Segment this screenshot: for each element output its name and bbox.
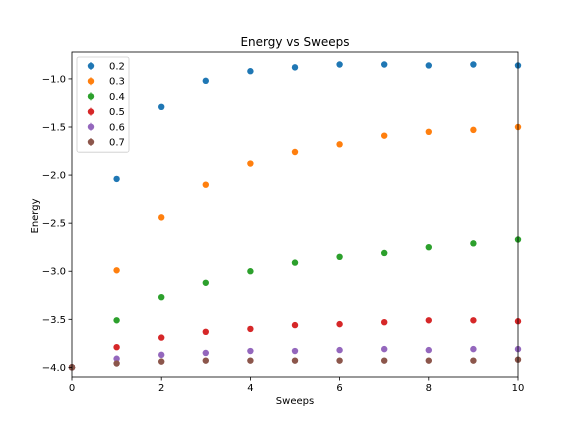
legend: 0.2 0.3 0.4 0.5 0.6 0.7: [76, 56, 130, 153]
data-point: [381, 345, 388, 353]
x-tick-label: 4: [247, 383, 253, 394]
data-point: [158, 103, 165, 111]
data-point: [470, 240, 477, 247]
x-tick-label: 8: [426, 383, 432, 394]
data-point: [202, 357, 209, 364]
data-point: [202, 279, 209, 286]
data-point: [425, 357, 432, 364]
y-tick-label: −4.0: [42, 363, 66, 374]
data-point: [113, 267, 120, 274]
data-point: [336, 141, 343, 148]
legend-label: 0.5: [109, 107, 125, 118]
data-point: [425, 62, 432, 69]
data-point: [425, 128, 432, 136]
data-point: [202, 328, 209, 336]
data-point: [291, 321, 299, 329]
legend-marker: [87, 123, 95, 130]
legend-marker: [87, 138, 95, 146]
y-tick-label: −3.5: [42, 315, 66, 326]
series-0.7: [68, 356, 522, 371]
data-point: [113, 175, 120, 183]
series-0.2: [68, 61, 522, 371]
data-point: [425, 317, 432, 324]
legend-marker: [87, 78, 95, 85]
legend-label: 0.7: [109, 138, 125, 149]
data-point: [158, 334, 165, 341]
data-point: [470, 317, 477, 324]
data-point: [381, 249, 388, 257]
data-point: [113, 360, 120, 367]
data-point: [291, 148, 299, 156]
data-point: [470, 345, 477, 353]
legend-marker: [87, 62, 95, 70]
data-point: [336, 346, 343, 354]
data-point: [291, 357, 299, 364]
data-point: [425, 346, 432, 354]
axes: 0 2 4 6 8 10 −4.0 −3.5 −3.0 −2.5 −2.0 −1.5 −1.0: [42, 51, 525, 394]
x-axis-label: Sweeps: [276, 396, 314, 407]
data-point: [247, 347, 254, 355]
data-point: [425, 243, 432, 251]
data-point: [291, 347, 299, 355]
x-tick-label: 0: [69, 383, 75, 394]
legend-label: 0.6: [109, 122, 125, 133]
x-tick-label: 10: [512, 383, 525, 394]
data-point: [381, 318, 388, 326]
legend-marker: [87, 108, 95, 115]
x-tick-label: 2: [158, 383, 164, 394]
data-point: [113, 355, 120, 362]
data-point: [113, 343, 120, 351]
x-tick-label: 6: [336, 383, 342, 394]
data-point: [470, 126, 477, 134]
data-point: [202, 181, 209, 188]
data-point: [247, 160, 254, 167]
data-point: [470, 357, 477, 364]
legend-label: 0.3: [109, 77, 125, 88]
data-point: [158, 351, 165, 359]
data-point: [158, 293, 165, 301]
data-point: [336, 61, 343, 68]
data-point: [336, 253, 343, 261]
data-point: [381, 61, 388, 68]
data-point: [247, 325, 254, 333]
y-tick-label: −1.0: [42, 74, 66, 85]
data-point: [247, 68, 254, 75]
data-point: [336, 357, 343, 364]
y-tick-label: −2.5: [42, 219, 66, 230]
legend-label: 0.4: [109, 92, 125, 103]
legend-marker: [87, 93, 95, 100]
data-point: [113, 317, 120, 324]
chart-title: Energy vs Sweeps: [240, 35, 349, 49]
y-tick-label: −3.0: [42, 267, 66, 278]
data-point: [291, 259, 299, 266]
data-point: [158, 358, 165, 365]
legend-label: 0.2: [109, 62, 125, 73]
series-0.3: [68, 123, 522, 371]
data-point: [202, 349, 209, 357]
data-point: [381, 357, 388, 364]
data-point: [158, 214, 165, 221]
plot-area: [68, 61, 522, 371]
data-point: [202, 77, 209, 85]
y-tick-label: −2.0: [42, 171, 66, 182]
data-point: [247, 268, 254, 275]
data-point: [381, 132, 388, 139]
data-point: [470, 61, 477, 68]
data-point: [247, 357, 254, 364]
data-point: [336, 320, 343, 328]
y-axis-label: Energy: [30, 198, 41, 233]
data-point: [291, 64, 299, 71]
y-tick-label: −1.5: [42, 123, 66, 134]
axes-frame: [71, 51, 519, 378]
